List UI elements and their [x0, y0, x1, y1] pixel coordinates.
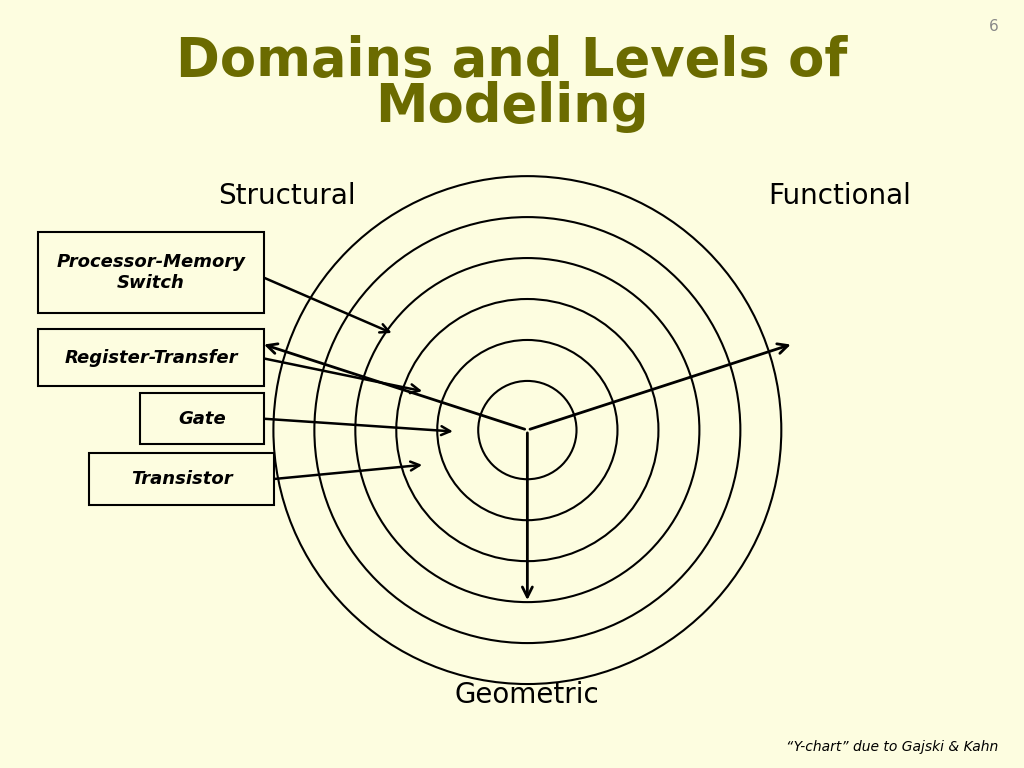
FancyBboxPatch shape	[38, 329, 264, 386]
Text: Modeling: Modeling	[375, 81, 649, 133]
FancyBboxPatch shape	[140, 393, 264, 444]
Text: Geometric: Geometric	[455, 681, 600, 709]
Text: 6: 6	[988, 19, 998, 35]
Text: Transistor: Transistor	[131, 470, 232, 488]
Text: Gate: Gate	[178, 409, 226, 428]
Text: Register-Transfer: Register-Transfer	[65, 349, 238, 367]
Text: “Y-chart” due to Gajski & Kahn: “Y-chart” due to Gajski & Kahn	[786, 740, 998, 754]
Text: Structural: Structural	[218, 182, 355, 210]
FancyBboxPatch shape	[89, 453, 274, 505]
FancyBboxPatch shape	[38, 232, 264, 313]
Text: Processor-Memory
Switch: Processor-Memory Switch	[56, 253, 246, 292]
Text: Domains and Levels of: Domains and Levels of	[176, 35, 848, 87]
Text: Functional: Functional	[768, 182, 911, 210]
